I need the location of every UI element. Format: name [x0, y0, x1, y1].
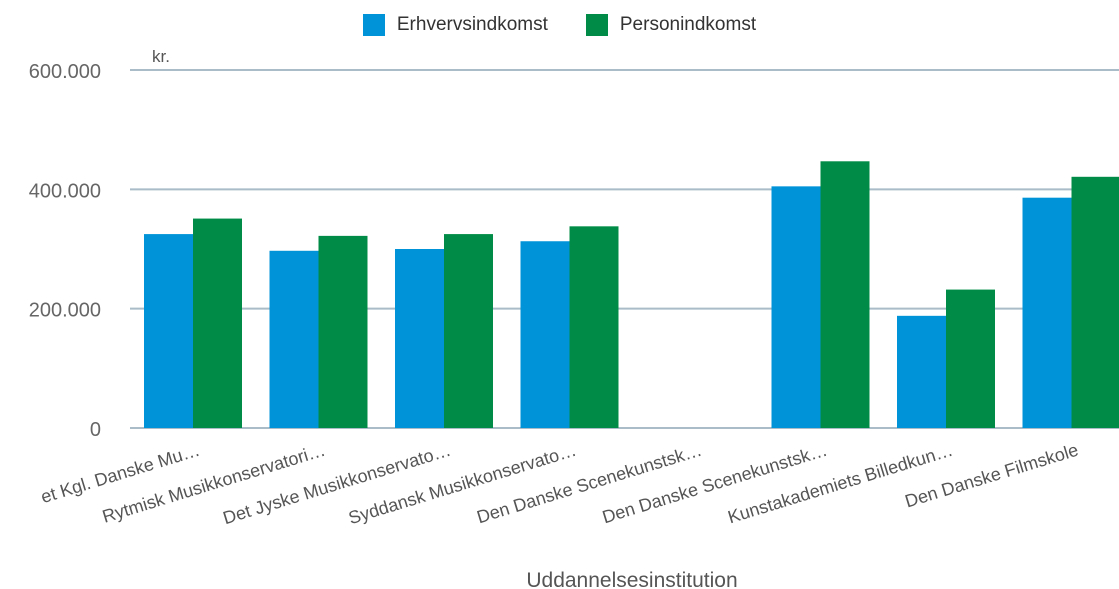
bar-personindkomst[interactable] — [569, 226, 619, 428]
legend: Erhvervsindkomst Personindkomst — [0, 14, 1119, 36]
bar-erhvervsindkomst[interactable] — [1022, 197, 1072, 428]
x-tick-label: Syddansk Musikkonservato… — [346, 440, 579, 528]
bars — [144, 161, 1119, 429]
x-tick-label: Rytmisk Musikkonservatori… — [100, 440, 328, 527]
bar-erhvervsindkomst[interactable] — [269, 250, 319, 428]
y-tick-label: 200.000 — [29, 300, 101, 322]
x-tick-label: Kunstakademiets Billedkun… — [725, 440, 955, 528]
bar-erhvervsindkomst[interactable] — [771, 186, 821, 428]
legend-swatch-erhvervsindkomst — [362, 14, 385, 36]
y-tick-label: 600.000 — [29, 61, 101, 83]
legend-item-personindkomst[interactable]: Personindkomst — [585, 14, 757, 36]
y-tick-label: 0 — [90, 419, 101, 441]
x-tick-label: Det Jyske Musikkonservato… — [221, 440, 454, 528]
legend-label-erhvervsindkomst: Erhvervsindkomst — [396, 14, 548, 35]
bar-erhvervsindkomst[interactable] — [395, 249, 444, 428]
bar-personindkomst[interactable] — [318, 235, 368, 428]
bar-personindkomst[interactable] — [444, 234, 493, 428]
x-axis-title: Uddannelsesinstitution — [526, 569, 737, 589]
bar-personindkomst[interactable] — [1071, 176, 1119, 428]
bar-erhvervsindkomst[interactable] — [520, 241, 570, 428]
y-tick-label: 400.000 — [29, 180, 101, 202]
legend-swatch-personindkomst — [585, 14, 608, 36]
bar-erhvervsindkomst[interactable] — [897, 315, 946, 428]
legend-label-personindkomst: Personindkomst — [619, 14, 757, 35]
x-tick-label: Den Danske Scenekunstsk… — [474, 440, 704, 528]
x-tick-label: Den Danske Scenekunstsk… — [600, 440, 830, 528]
bar-personindkomst[interactable] — [193, 218, 242, 428]
bar-personindkomst[interactable] — [820, 161, 870, 429]
bar-erhvervsindkomst[interactable] — [144, 234, 193, 428]
unit-label: kr. — [152, 47, 170, 66]
bar-personindkomst[interactable] — [946, 289, 995, 428]
legend-item-erhvervsindkomst[interactable]: Erhvervsindkomst — [362, 14, 548, 36]
